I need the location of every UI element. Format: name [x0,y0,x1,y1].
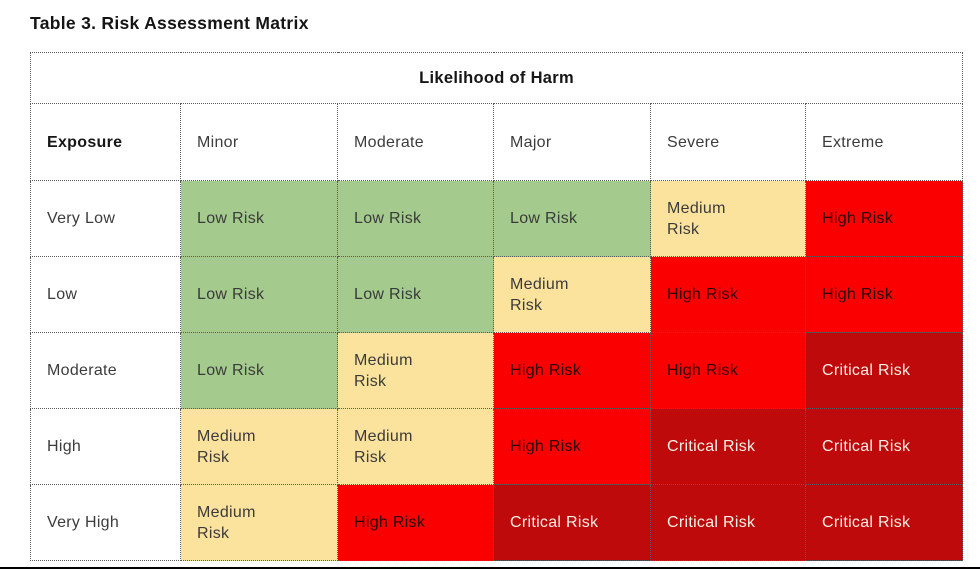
exposure-row-label: High [30,408,181,485]
risk-cell-label: High Risk [822,210,894,227]
risk-cell: Critical Risk [804,332,964,409]
risk-cell: High Risk [493,408,651,485]
table-row: Very High Medium Risk High Risk Critical… [30,484,964,561]
table-caption: Table 3. Risk Assessment Matrix [30,13,309,33]
risk-cell-label: High Risk [822,286,894,303]
risk-cell-label: Low Risk [354,210,422,227]
risk-cell: Critical Risk [493,484,651,561]
table-row: Moderate Low Risk Medium Risk High Risk … [30,332,964,409]
risk-cell: Medium Risk [180,484,338,561]
risk-cell: High Risk [650,256,806,333]
risk-cell: Low Risk [180,256,338,333]
risk-cell-label: Critical Risk [822,514,911,531]
risk-cell-label: Critical Risk [667,438,756,455]
risk-cell-label: Medium Risk [354,427,413,466]
risk-cell-label: Medium Risk [510,275,569,314]
risk-cell: Low Risk [180,180,338,257]
likelihood-spanning-header: Likelihood of Harm [29,52,964,104]
risk-cell-label: Medium Risk [667,199,726,238]
risk-cell-label: Critical Risk [510,514,599,531]
risk-cell-label: High Risk [667,362,739,379]
risk-cell: Low Risk [337,180,494,257]
table-row: Low Low Risk Low Risk Medium Risk High R… [30,256,964,333]
risk-cell-label: High Risk [510,438,582,455]
risk-cell-label: High Risk [667,286,739,303]
risk-cell-label: Critical Risk [822,362,911,379]
risk-cell-label: High Risk [510,362,582,379]
risk-cell: Critical Risk [804,484,964,561]
risk-cell-label: Low Risk [197,286,265,303]
risk-cell-label: Low Risk [197,210,265,227]
risk-cell-label: Medium Risk [354,351,413,390]
risk-cell-label: Low Risk [354,286,422,303]
risk-cell: Medium Risk [337,408,494,485]
risk-cell: High Risk [650,332,806,409]
risk-cell: Low Risk [337,256,494,333]
exposure-row-label: Very Low [30,180,181,257]
column-header-moderate: Moderate [337,103,494,181]
risk-assessment-matrix-table: Likelihood of Harm Exposure Minor Modera… [29,52,964,561]
likelihood-header-row: Likelihood of Harm [29,52,964,104]
table-row: Very Low Low Risk Low Risk Low Risk Medi… [30,180,964,257]
risk-cell: High Risk [337,484,494,561]
exposure-row-label: Very High [30,484,181,561]
column-header-major: Major [493,103,651,181]
exposure-row-label: Low [30,256,181,333]
column-header-extreme: Extreme [804,103,964,181]
risk-cell: Medium Risk [650,180,806,257]
risk-cell: Critical Risk [650,408,806,485]
risk-cell: Medium Risk [180,408,338,485]
page-bottom-rule [0,567,980,569]
risk-cell: Critical Risk [804,408,964,485]
risk-cell: Critical Risk [650,484,806,561]
column-header-severe: Severe [650,103,806,181]
table-row: High Medium Risk Medium Risk High Risk C… [30,408,964,485]
risk-cell-label: Low Risk [510,210,578,227]
risk-cell-label: High Risk [354,514,426,531]
column-header-row: Exposure Minor Moderate Major Severe Ext… [30,103,964,181]
risk-cell: High Risk [804,256,964,333]
risk-cell-label: Medium Risk [197,427,256,466]
column-header-minor: Minor [180,103,338,181]
risk-cell-label: Medium Risk [197,503,256,542]
exposure-column-header: Exposure [30,103,181,181]
risk-cell: Medium Risk [337,332,494,409]
risk-cell: High Risk [804,180,964,257]
risk-cell: Low Risk [180,332,338,409]
risk-cell-label: Critical Risk [667,514,756,531]
exposure-row-label: Moderate [30,332,181,409]
risk-cell-label: Low Risk [197,362,265,379]
risk-cell-label: Critical Risk [822,438,911,455]
risk-cell: High Risk [493,332,651,409]
risk-cell: Medium Risk [493,256,651,333]
risk-cell: Low Risk [493,180,651,257]
